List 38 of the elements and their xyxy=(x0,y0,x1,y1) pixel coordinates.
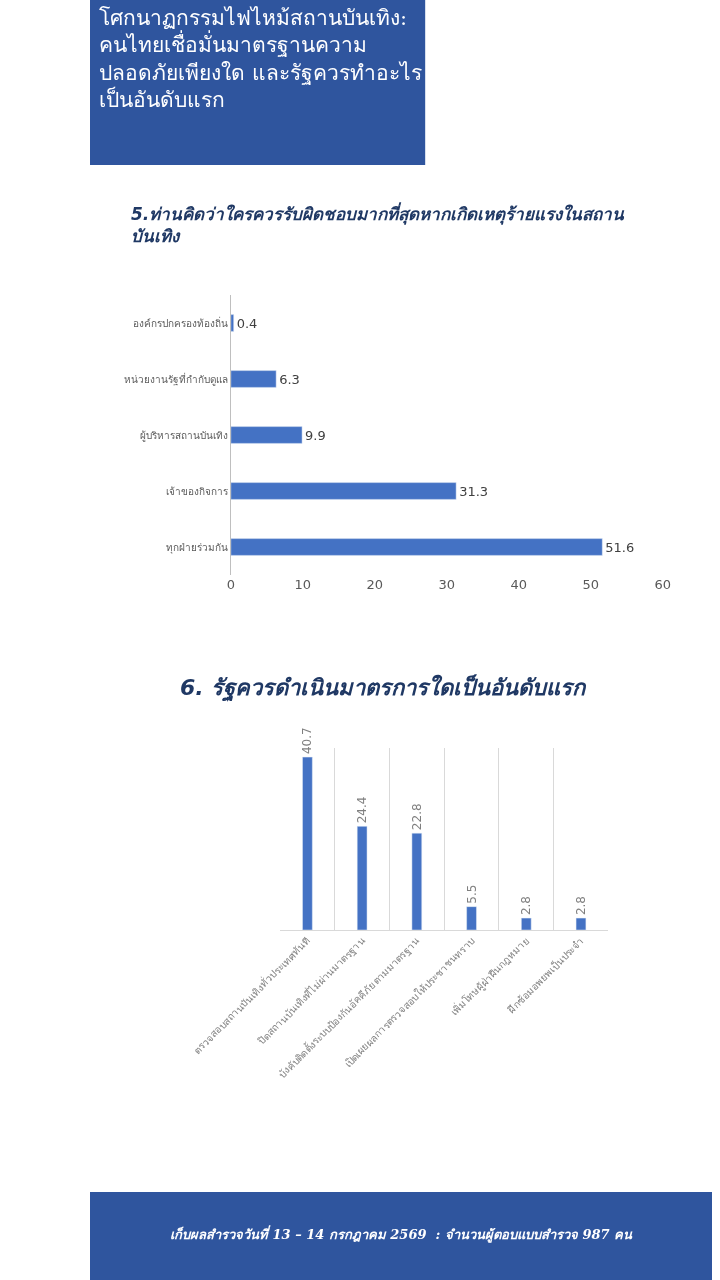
text: เก็บผลสำรวจวันที่ 13 – 14 กรกฎาคม 2569 : จำนวนผู้ตอบแบบสำรวจ 987 คน xyxy=(170,1225,634,1243)
bar xyxy=(230,370,277,388)
y-tick-label: เจ้าของกิจการ xyxy=(165,485,229,497)
bar xyxy=(356,826,368,930)
chart-subtitle: 5.ท่านคิดว่าใครควรรับผิดชอบมากที่สุดหากเกิดเหตุร้ายแรงในสถาน บันเทิง xyxy=(131,202,626,247)
x-tick-label: 60 xyxy=(654,577,672,592)
data-label: 40.7 xyxy=(300,727,315,755)
chart-title: โศกนาฏกรรมไฟไหม้สถานบันเทิง: คนไทยเชื่อมั่นมาตรฐานความ ปลอดภัยเพียงใด และรัฐควรทำอะไร เป็นอันดับแรก xyxy=(99,6,422,112)
bar xyxy=(230,538,603,556)
x-tick-label: 50 xyxy=(582,577,600,592)
data-label: 31.3 xyxy=(459,483,489,499)
x-tick-label: 20 xyxy=(366,577,384,592)
data-label: 2.8 xyxy=(519,896,534,916)
x-tick-label: 0 xyxy=(226,577,235,592)
y-tick-label: ทุกฝ่ายร่วมกัน xyxy=(165,541,228,554)
x-tick-label: 30 xyxy=(438,577,456,592)
data-label: 51.6 xyxy=(605,539,635,555)
x-tick-label: 40 xyxy=(510,577,528,592)
bar xyxy=(230,426,303,444)
data-label: 5.5 xyxy=(464,884,479,904)
y-tick-label: องค์กรปกครองท้องถิ่น xyxy=(132,315,228,329)
bar xyxy=(230,314,234,332)
data-label: 6.3 xyxy=(279,371,300,387)
data-label: 0.4 xyxy=(236,315,258,331)
x-tick-label: 10 xyxy=(294,577,312,592)
data-label: 22.8 xyxy=(409,803,424,831)
y-tick-label: ผู้บริหารสถานบันเทิง xyxy=(139,429,228,442)
bar xyxy=(230,482,457,500)
y-tick-label: หน่วยงานรัฐที่กำกับดูแล xyxy=(123,371,228,386)
chart-title: 6. รัฐควรดำเนินมาตรการใดเป็นอันดับแรก xyxy=(180,674,588,702)
bar xyxy=(466,906,477,930)
data-label: 9.9 xyxy=(305,427,326,443)
data-label: 2.8 xyxy=(573,896,588,916)
bar xyxy=(302,756,313,930)
bar xyxy=(575,917,587,930)
bar xyxy=(521,917,532,930)
data-label: 24.4 xyxy=(355,796,370,824)
bar xyxy=(411,832,423,930)
